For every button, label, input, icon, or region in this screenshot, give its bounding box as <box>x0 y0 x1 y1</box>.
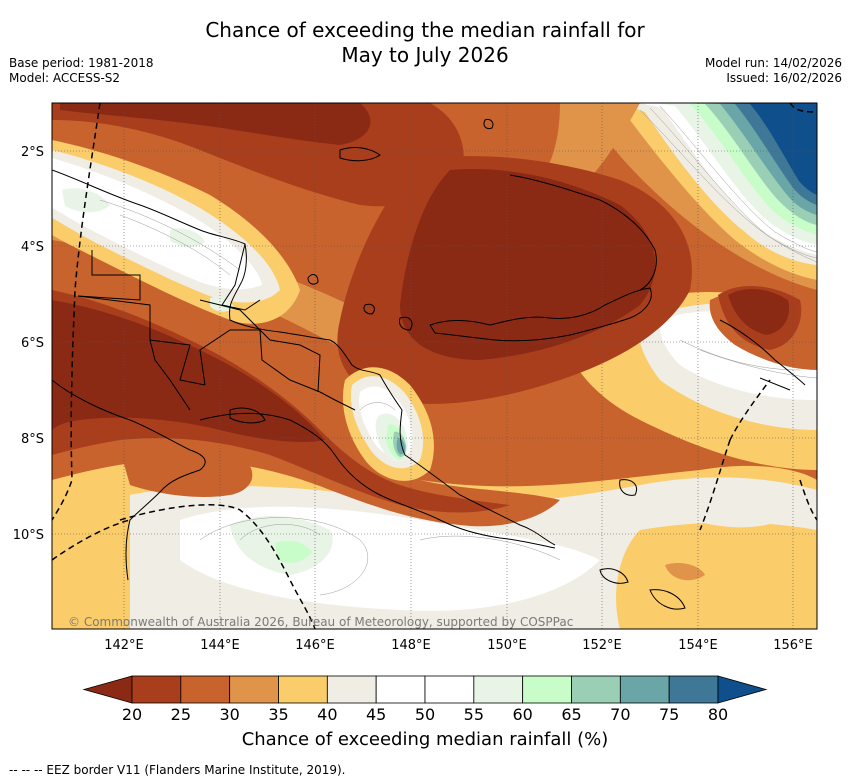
lon-tick-150: 150°E <box>487 638 527 653</box>
contour-lines <box>99 105 817 596</box>
meta-right: Model run: 14/02/2026 Issued: 16/02/2026 <box>705 56 842 86</box>
meta-left: Base period: 1981-2018 Model: ACCESS-S2 <box>9 56 154 86</box>
colorbar-tick-label: 50 <box>415 705 435 724</box>
lat-tick-10s: 10°S <box>13 528 44 543</box>
lon-labels: 142°E 144°E 146°E 148°E 150°E 152°E 154°… <box>104 638 813 653</box>
lon-tick-146: 146°E <box>295 638 335 653</box>
colorbar-segment <box>278 675 328 704</box>
province-borders <box>77 243 356 411</box>
colorbar-segment <box>326 675 377 704</box>
issued-date: Issued: 16/02/2026 <box>726 71 842 85</box>
lat-tick-8s: 8°S <box>21 432 44 447</box>
lat-tick-6s: 6°S <box>21 336 44 351</box>
eez-borders <box>52 103 817 629</box>
graticule <box>52 103 817 629</box>
colorbar-segment <box>619 675 670 704</box>
base-period: Base period: 1981-2018 <box>9 56 154 70</box>
colorbar-tick-label: 65 <box>561 705 581 724</box>
colorbar-tick-label: 55 <box>464 705 484 724</box>
rainfall-field <box>52 103 817 629</box>
model-name: Model: ACCESS-S2 <box>9 71 121 85</box>
lat-labels: 2°S 4°S 6°S 8°S 10°S <box>13 145 44 543</box>
colorbar: 20 25 30 35 40 45 50 55 60 65 70 75 80 <box>82 675 768 724</box>
colorbar-segment <box>522 675 572 704</box>
lon-tick-156: 156°E <box>773 638 813 653</box>
title-line-1: Chance of exceeding the median rainfall … <box>205 18 645 42</box>
colorbar-tick-label: 40 <box>317 705 337 724</box>
lat-tick-2s: 2°S <box>21 145 44 160</box>
colorbar-segment <box>180 675 231 704</box>
colorbar-tick-label: 20 <box>122 705 142 724</box>
colorbar-segment <box>131 675 182 704</box>
colorbar-tick-label: 70 <box>610 705 630 724</box>
colorbar-segment <box>571 675 621 704</box>
eez-footnote: -- -- -- EEZ border V11 (Flanders Marine… <box>9 763 346 777</box>
title-line-2: May to July 2026 <box>341 43 509 67</box>
coastlines <box>52 119 806 610</box>
map-frame <box>51 102 818 630</box>
model-run: Model run: 14/02/2026 <box>704 56 842 70</box>
colorbar-tick-label: 60 <box>512 705 532 724</box>
colorbar-extend-low <box>82 675 133 704</box>
colorbar-tick-label: 25 <box>171 705 191 724</box>
colorbar-tick-label: 75 <box>659 705 679 724</box>
colorbar-extend-high <box>717 675 768 704</box>
map-title: Chance of exceeding the median rainfall … <box>0 18 850 68</box>
colorbar-title: Chance of exceeding median rainfall (%) <box>241 729 609 750</box>
lon-tick-154: 154°E <box>678 638 718 653</box>
colorbar-tick-label: 35 <box>268 705 288 724</box>
lon-tick-148: 148°E <box>391 638 431 653</box>
colorbar-segment <box>375 675 426 704</box>
lat-tick-4s: 4°S <box>21 240 44 255</box>
copyright-text: © Commonwealth of Australia 2026, Bureau… <box>68 615 573 629</box>
colorbar-tick-label: 80 <box>708 705 728 724</box>
colorbar-segment <box>229 675 279 704</box>
colorbar-tick-label: 30 <box>219 705 239 724</box>
colorbar-segment <box>473 675 524 704</box>
lon-tick-144: 144°E <box>200 638 240 653</box>
colorbar-segment <box>424 675 475 704</box>
colorbar-segment <box>668 675 719 704</box>
colorbar-tick-label: 45 <box>366 705 386 724</box>
lon-tick-152: 152°E <box>582 638 622 653</box>
lon-tick-142: 142°E <box>104 638 144 653</box>
